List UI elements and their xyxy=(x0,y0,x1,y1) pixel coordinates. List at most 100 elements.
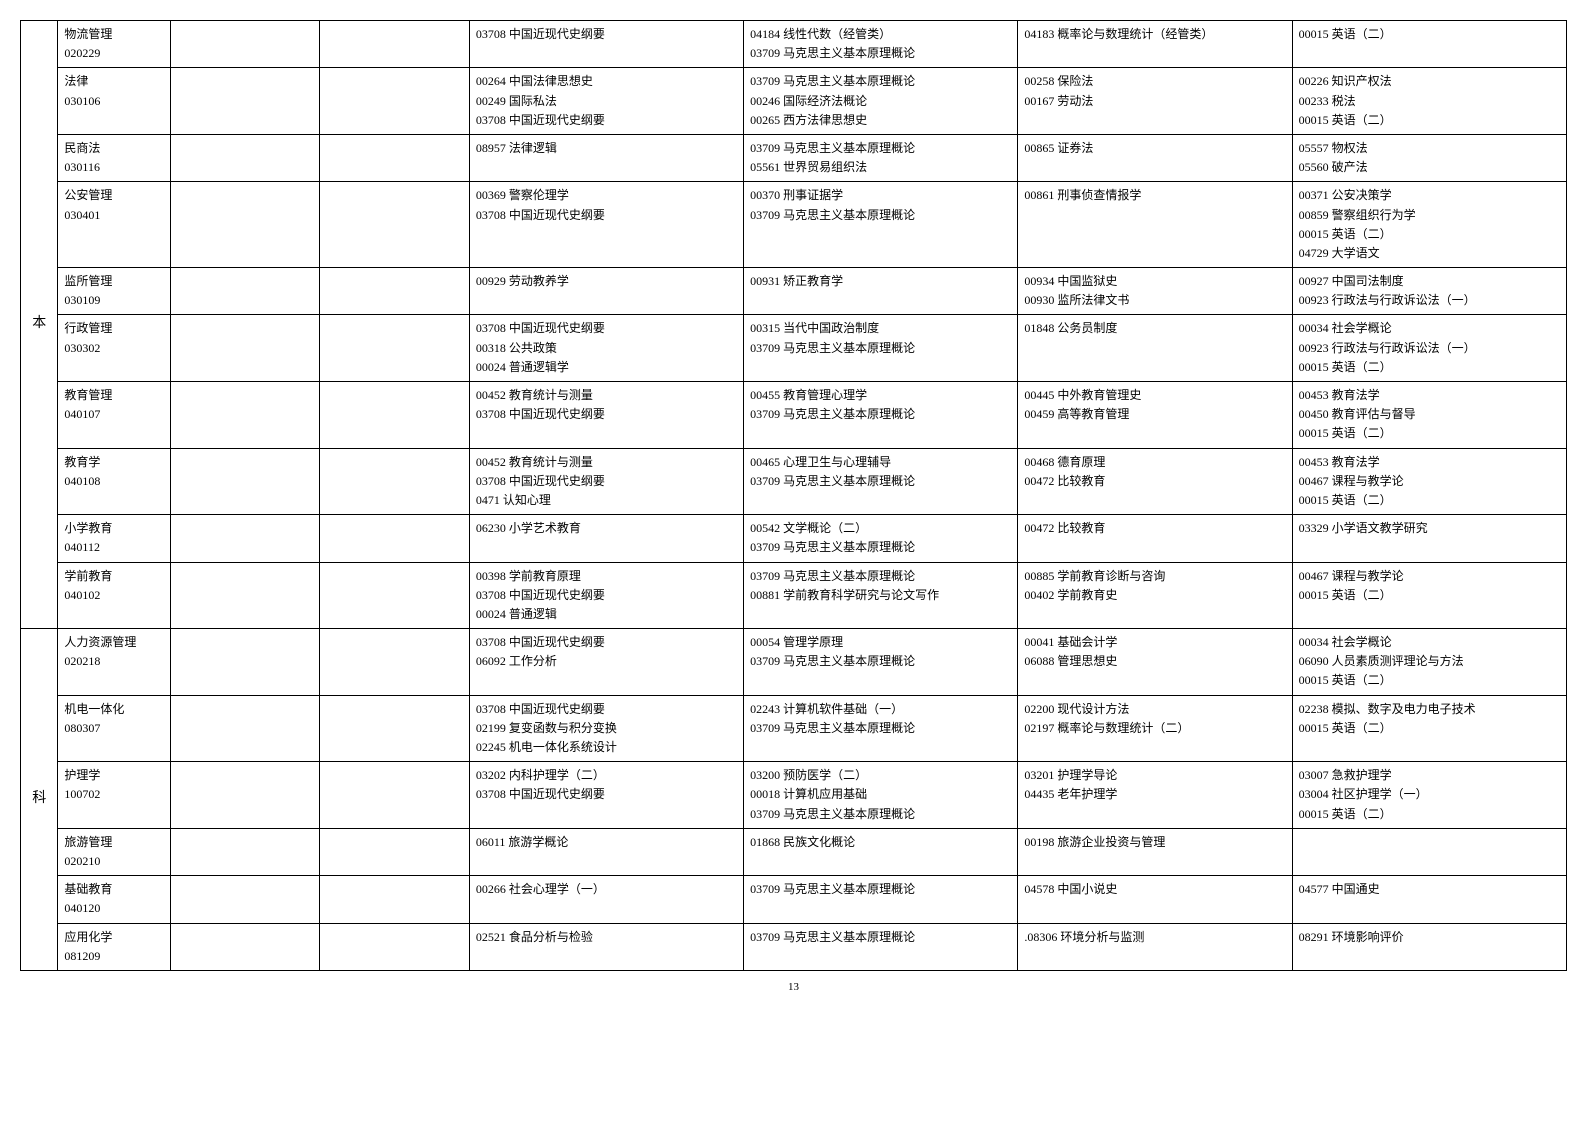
col6-cell: 03007 急救护理学03004 社区护理学（一）00015 英语（二） xyxy=(1292,762,1566,829)
col6-cell: 00453 教育法学00450 教育评估与督导00015 英语（二） xyxy=(1292,382,1566,449)
col2-cell xyxy=(320,315,470,382)
col4-cell: 03709 马克思主义基本原理概论 xyxy=(744,923,1018,970)
col4-cell: 02243 计算机软件基础（一）03709 马克思主义基本原理概论 xyxy=(744,695,1018,762)
col4-cell: 03709 马克思主义基本原理概论 xyxy=(744,876,1018,923)
col4-cell: 03709 马克思主义基本原理概论00881 学前教育科学研究与论文写作 xyxy=(744,562,1018,629)
col1-cell xyxy=(170,315,320,382)
col5-cell: 00198 旅游企业投资与管理 xyxy=(1018,828,1292,875)
col3-cell: 08957 法律逻辑 xyxy=(469,134,743,181)
table-row: 教育学040108 00452 教育统计与测量03708 中国近现代史纲要0471… xyxy=(21,448,1567,515)
col6-cell: 00226 知识产权法00233 税法00015 英语（二） xyxy=(1292,68,1566,135)
page-number: 13 xyxy=(20,981,1567,993)
major-cell: 教育管理040107 xyxy=(58,382,170,449)
col6-cell: 00927 中国司法制度00923 行政法与行政诉讼法（一） xyxy=(1292,268,1566,315)
col1-cell xyxy=(170,923,320,970)
col2-cell xyxy=(320,182,470,268)
col3-cell: 00452 教育统计与测量03708 中国近现代史纲要0471 认知心理 xyxy=(469,448,743,515)
col4-cell: 00931 矫正教育学 xyxy=(744,268,1018,315)
col3-cell: 03708 中国近现代史纲要00318 公共政策00024 普通逻辑学 xyxy=(469,315,743,382)
table-row: 行政管理030302 03708 中国近现代史纲要00318 公共政策00024 … xyxy=(21,315,1567,382)
major-cell: 教育学040108 xyxy=(58,448,170,515)
col4-cell: 00054 管理学原理03709 马克思主义基本原理概论 xyxy=(744,629,1018,696)
col4-cell: 00315 当代中国政治制度03709 马克思主义基本原理概论 xyxy=(744,315,1018,382)
col6-cell: 00015 英语（二） xyxy=(1292,21,1566,68)
col5-cell: 02200 现代设计方法02197 概率论与数理统计（二） xyxy=(1018,695,1292,762)
col6-cell: 00034 社会学概论06090 人员素质测评理论与方法00015 英语（二） xyxy=(1292,629,1566,696)
table-row: 机电一体化080307 03708 中国近现代史纲要02199 复变函数与积分变换… xyxy=(21,695,1567,762)
col2-cell xyxy=(320,21,470,68)
major-cell: 公安管理030401 xyxy=(58,182,170,268)
table-row: 小学教育04011206230 小学艺术教育00542 文学概论（二）03709… xyxy=(21,515,1567,562)
major-cell: 基础教育040120 xyxy=(58,876,170,923)
col1-cell xyxy=(170,629,320,696)
col4-cell: 00542 文学概论（二）03709 马克思主义基本原理概论 xyxy=(744,515,1018,562)
col5-cell: 00865 证券法 xyxy=(1018,134,1292,181)
col6-cell: 05557 物权法05560 破产法 xyxy=(1292,134,1566,181)
col5-cell: 00861 刑事侦查情报学 xyxy=(1018,182,1292,268)
col1-cell xyxy=(170,695,320,762)
col1-cell xyxy=(170,562,320,629)
col3-cell: 03708 中国近现代史纲要02199 复变函数与积分变换02245 机电一体化… xyxy=(469,695,743,762)
col3-cell: 03708 中国近现代史纲要 xyxy=(469,21,743,68)
col2-cell xyxy=(320,629,470,696)
col3-cell: 00929 劳动教养学 xyxy=(469,268,743,315)
col2-cell xyxy=(320,828,470,875)
col1-cell xyxy=(170,182,320,268)
col2-cell xyxy=(320,923,470,970)
col6-cell: 02238 模拟、数字及电力电子技术00015 英语（二） xyxy=(1292,695,1566,762)
col5-cell: 04183 概率论与数理统计（经管类） xyxy=(1018,21,1292,68)
col5-cell: 01848 公务员制度 xyxy=(1018,315,1292,382)
col5-cell: 00468 德育原理00472 比较教育 xyxy=(1018,448,1292,515)
col5-cell: 00041 基础会计学06088 管理思想史 xyxy=(1018,629,1292,696)
col4-cell: 00370 刑事证据学03709 马克思主义基本原理概论 xyxy=(744,182,1018,268)
col6-cell: 00034 社会学概论00923 行政法与行政诉讼法（一）00015 英语（二） xyxy=(1292,315,1566,382)
col5-cell: 00934 中国监狱史00930 监所法律文书 xyxy=(1018,268,1292,315)
col2-cell xyxy=(320,562,470,629)
col3-cell: 00398 学前教育原理03708 中国近现代史纲要00024 普通逻辑 xyxy=(469,562,743,629)
major-cell: 小学教育040112 xyxy=(58,515,170,562)
col2-cell xyxy=(320,134,470,181)
col6-cell xyxy=(1292,828,1566,875)
col2-cell xyxy=(320,695,470,762)
col5-cell: 00445 中外教育管理史 00459 高等教育管理 xyxy=(1018,382,1292,449)
col4-cell: 00455 教育管理心理学03709 马克思主义基本原理概论 xyxy=(744,382,1018,449)
col2-cell xyxy=(320,448,470,515)
col6-cell: 00371 公安决策学00859 警察组织行为学00015 英语（二）04729… xyxy=(1292,182,1566,268)
col6-cell: 00467 课程与教学论00015 英语（二） xyxy=(1292,562,1566,629)
col3-cell: 00452 教育统计与测量03708 中国近现代史纲要 xyxy=(469,382,743,449)
col1-cell xyxy=(170,382,320,449)
major-cell: 机电一体化080307 xyxy=(58,695,170,762)
col3-cell: 03202 内科护理学（二）03708 中国近现代史纲要 xyxy=(469,762,743,829)
table-row: 护理学10070203202 内科护理学（二）03708 中国近现代史纲要032… xyxy=(21,762,1567,829)
col3-cell: 03708 中国近现代史纲要06092 工作分析 xyxy=(469,629,743,696)
col3-cell: 00369 警察伦理学03708 中国近现代史纲要 xyxy=(469,182,743,268)
major-cell: 行政管理030302 xyxy=(58,315,170,382)
col5-cell: 03201 护理学导论04435 老年护理学 xyxy=(1018,762,1292,829)
table-row: 学前教育04010200398 学前教育原理03708 中国近现代史纲要0002… xyxy=(21,562,1567,629)
table-row: 基础教育04012000266 社会心理学（一）03709 马克思主义基本原理概… xyxy=(21,876,1567,923)
major-cell: 物流管理020229 xyxy=(58,21,170,68)
table-row: 科人力资源管理02021803708 中国近现代史纲要06092 工作分析000… xyxy=(21,629,1567,696)
course-schedule-table: 本物流管理02022903708 中国近现代史纲要04184 线性代数（经管类）… xyxy=(20,20,1567,971)
col5-cell: 00472 比较教育 xyxy=(1018,515,1292,562)
col4-cell: 03200 预防医学（二）00018 计算机应用基础03709 马克思主义基本原… xyxy=(744,762,1018,829)
table-row: 教育管理04010700452 教育统计与测量03708 中国近现代史纲要004… xyxy=(21,382,1567,449)
col5-cell: 04578 中国小说史 xyxy=(1018,876,1292,923)
col1-cell xyxy=(170,828,320,875)
col1-cell xyxy=(170,268,320,315)
table-row: 监所管理03010900929 劳动教养学00931 矫正教育学00934 中国… xyxy=(21,268,1567,315)
col1-cell xyxy=(170,876,320,923)
col1-cell xyxy=(170,68,320,135)
table-row: 民商法03011608957 法律逻辑03709 马克思主义基本原理概论0556… xyxy=(21,134,1567,181)
table-row: 法律03010600264 中国法律思想史00249 国际私法03708 中国近… xyxy=(21,68,1567,135)
major-cell: 法律030106 xyxy=(58,68,170,135)
col1-cell xyxy=(170,515,320,562)
col2-cell xyxy=(320,515,470,562)
col1-cell xyxy=(170,448,320,515)
major-cell: 民商法030116 xyxy=(58,134,170,181)
col2-cell xyxy=(320,68,470,135)
col2-cell xyxy=(320,876,470,923)
col6-cell: 04577 中国通史 xyxy=(1292,876,1566,923)
col4-cell: 04184 线性代数（经管类）03709 马克思主义基本原理概论 xyxy=(744,21,1018,68)
col3-cell: 02521 食品分析与检验 xyxy=(469,923,743,970)
